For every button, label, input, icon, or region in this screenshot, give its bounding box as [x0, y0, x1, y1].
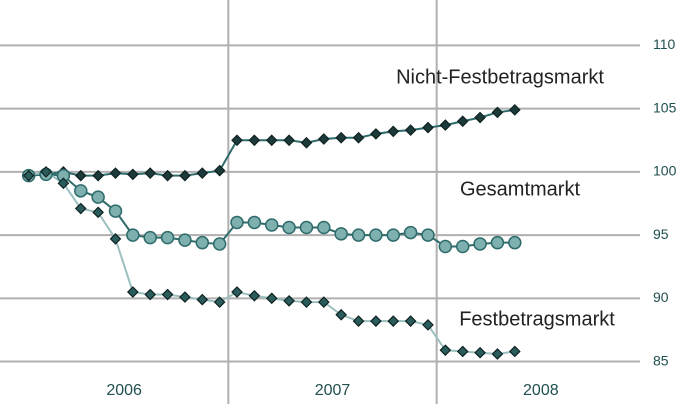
point: [508, 104, 521, 116]
point: [283, 295, 295, 307]
point: [300, 296, 313, 308]
point: [474, 111, 486, 124]
point: [491, 106, 504, 119]
point: [230, 215, 244, 230]
point: [161, 288, 174, 301]
y-tick-label: 85: [653, 352, 669, 368]
x-group-label: 2007: [315, 382, 351, 399]
point: [144, 288, 157, 301]
point: [126, 286, 139, 298]
point: [456, 345, 469, 358]
point: [126, 168, 139, 181]
point: [299, 220, 314, 235]
series-label: Festbetragsmarkt: [459, 308, 615, 330]
point: [213, 296, 226, 308]
point: [161, 169, 174, 182]
point: [300, 136, 313, 149]
x-group-label: 2008: [523, 382, 559, 399]
point: [508, 235, 522, 250]
point: [490, 235, 505, 250]
point: [403, 225, 418, 240]
point: [421, 228, 435, 242]
point: [439, 344, 452, 357]
point: [143, 230, 157, 245]
point: [370, 128, 382, 140]
point: [352, 131, 365, 144]
point: [212, 237, 227, 251]
point: [474, 346, 486, 359]
point: [248, 134, 261, 147]
point: [92, 206, 104, 219]
point: [74, 169, 87, 182]
y-tick-label: 105: [653, 99, 677, 115]
point: [456, 115, 469, 128]
point: [91, 190, 105, 204]
point: [352, 315, 365, 327]
point: [265, 134, 278, 147]
y-tick-label: 90: [653, 289, 669, 305]
point: [144, 167, 157, 179]
y-tick-label: 95: [653, 226, 669, 242]
point: [317, 296, 330, 308]
point: [351, 228, 366, 242]
point: [455, 239, 470, 254]
point: [265, 292, 278, 305]
point: [213, 164, 226, 177]
point: [282, 220, 296, 235]
point: [335, 131, 348, 144]
point: [195, 235, 210, 250]
point: [438, 239, 453, 254]
series-label: Gesamtmarkt: [460, 178, 580, 200]
point: [178, 233, 192, 247]
point: [74, 202, 87, 215]
point: [473, 237, 487, 251]
point: [247, 215, 262, 230]
point: [422, 121, 434, 134]
point: [231, 286, 243, 298]
point: [386, 228, 401, 242]
point: [264, 218, 279, 232]
point: [508, 345, 521, 358]
point: [196, 293, 209, 306]
point: [283, 134, 295, 147]
point: [491, 348, 504, 360]
point: [387, 125, 400, 138]
x-group-label: 2006: [106, 382, 142, 399]
point: [317, 220, 331, 235]
point: [179, 169, 191, 182]
point: [40, 166, 52, 178]
point: [22, 169, 35, 182]
point: [109, 167, 122, 179]
point: [248, 289, 261, 302]
point: [404, 315, 417, 327]
point: [179, 291, 191, 303]
point: [404, 124, 417, 136]
point: [370, 315, 382, 327]
point: [109, 233, 122, 245]
y-tick-label: 100: [653, 163, 677, 179]
point: [422, 319, 434, 331]
y-tick-label: 110: [653, 36, 676, 52]
point: [108, 204, 123, 218]
point: [317, 133, 330, 145]
point: [74, 184, 88, 198]
point: [387, 315, 400, 327]
point: [439, 119, 452, 131]
point: [126, 228, 140, 242]
point: [335, 308, 348, 321]
point: [231, 134, 243, 147]
point: [369, 228, 383, 242]
point: [196, 167, 209, 179]
point: [334, 227, 348, 241]
point: [57, 177, 70, 190]
series-label: Nicht-Festbetragsmarkt: [396, 66, 604, 88]
point: [92, 169, 104, 182]
point: [160, 230, 175, 245]
